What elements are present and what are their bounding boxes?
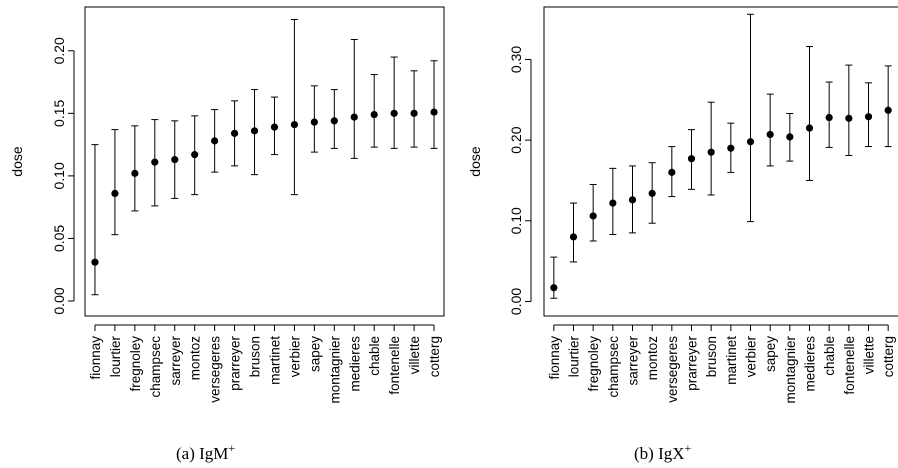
x-tick-label: villette bbox=[862, 336, 877, 374]
data-point bbox=[131, 169, 139, 177]
y-axis: 0.00 0.05 0.10 0.15 0.20 bbox=[51, 37, 75, 315]
data-point bbox=[687, 155, 696, 163]
data-point bbox=[390, 109, 398, 117]
x-axis: fionnay lourtier fregnoley champsec sarreyer… bbox=[547, 324, 896, 404]
y-tick-label: 0.20 bbox=[51, 37, 67, 64]
y-axis-title: dose bbox=[467, 146, 483, 177]
x-tick-label: prarreyer bbox=[228, 335, 243, 390]
y-axis-title: dose bbox=[9, 146, 25, 177]
x-tick-label: champsec bbox=[606, 336, 621, 398]
x-tick-label: fontenelle bbox=[842, 336, 857, 395]
data-point bbox=[884, 106, 892, 114]
x-tick-label: chable bbox=[822, 336, 837, 376]
x-tick-label: fregnoley bbox=[586, 336, 601, 392]
x-tick-label: martinet bbox=[267, 336, 282, 385]
data-point bbox=[746, 138, 755, 146]
data-point bbox=[707, 148, 715, 156]
data-point bbox=[430, 108, 438, 116]
x-tick-label: verbier bbox=[744, 335, 759, 377]
series-marks bbox=[550, 13, 892, 299]
data-point bbox=[648, 189, 656, 197]
x-tick-label: sarreyer bbox=[168, 336, 183, 386]
y-tick-label: 0.20 bbox=[508, 126, 524, 153]
y-tick-label: 0.00 bbox=[51, 287, 67, 314]
data-point bbox=[569, 233, 578, 241]
x-tick-label: fontenelle bbox=[387, 336, 402, 395]
x-tick-label: sapey bbox=[307, 336, 322, 372]
data-point bbox=[230, 129, 239, 137]
data-point bbox=[350, 113, 358, 121]
data-point bbox=[727, 144, 735, 152]
data-point bbox=[589, 212, 597, 220]
plot-frame bbox=[543, 6, 898, 317]
x-tick-label: champsec bbox=[148, 336, 163, 398]
x-tick-label: montagnier bbox=[327, 336, 342, 404]
y-tick-label: 0.05 bbox=[51, 225, 67, 252]
data-point bbox=[370, 110, 378, 119]
plot-frame bbox=[84, 6, 445, 317]
panel-b-igx: 0.00 0.10 0.20 0.30 dose fionnay lourtier fregn… bbox=[467, 6, 898, 404]
x-tick-label: montoz bbox=[645, 336, 660, 381]
caption-a: (a) IgM+ bbox=[176, 441, 235, 463]
x-tick-label: chable bbox=[367, 336, 382, 376]
x-tick-label: versegeres bbox=[208, 336, 223, 403]
data-point bbox=[330, 117, 338, 125]
data-point bbox=[628, 196, 637, 204]
data-point bbox=[211, 137, 219, 145]
caption-b: (b) IgX+ bbox=[634, 441, 692, 463]
x-tick-label: cotterg bbox=[427, 336, 442, 377]
data-point bbox=[270, 123, 279, 131]
x-tick-label: lourtier bbox=[108, 335, 123, 377]
data-point bbox=[668, 168, 676, 176]
series-marks bbox=[91, 19, 438, 296]
x-tick-label: medieres bbox=[803, 336, 818, 392]
x-tick-label: montoz bbox=[188, 336, 203, 381]
x-tick-label: montagnier bbox=[783, 336, 798, 404]
data-point bbox=[805, 124, 814, 132]
x-tick-label: cotterg bbox=[881, 336, 896, 377]
data-point bbox=[825, 113, 833, 122]
x-tick-label: sapey bbox=[763, 336, 778, 372]
x-tick-label: lourtier bbox=[567, 335, 582, 377]
x-tick-label: bruson bbox=[704, 336, 719, 377]
data-point bbox=[111, 189, 119, 198]
x-tick-label: fionnay bbox=[547, 336, 562, 380]
x-tick-label: versegeres bbox=[665, 336, 680, 403]
data-point bbox=[845, 114, 853, 122]
y-tick-label: 0.15 bbox=[51, 99, 67, 126]
data-point bbox=[786, 133, 794, 141]
data-point bbox=[864, 113, 873, 121]
data-point bbox=[550, 284, 558, 292]
x-axis: fionnay lourtier fregnoley champsec sarreyer… bbox=[88, 324, 442, 404]
y-tick-label: 0.30 bbox=[508, 46, 524, 73]
y-tick-label: 0.10 bbox=[51, 162, 67, 189]
x-tick-label: fionnay bbox=[88, 336, 103, 380]
x-tick-label: medieres bbox=[347, 336, 362, 392]
x-tick-label: prarreyer bbox=[685, 335, 700, 390]
y-axis: 0.00 0.10 0.20 0.30 bbox=[508, 46, 532, 315]
x-tick-label: villette bbox=[407, 336, 422, 374]
y-tick-label: 0.10 bbox=[508, 207, 524, 234]
data-point bbox=[609, 199, 617, 207]
data-point bbox=[171, 156, 179, 164]
data-point bbox=[410, 109, 418, 117]
data-point bbox=[91, 258, 99, 266]
x-tick-label: verbier bbox=[287, 335, 302, 377]
data-point bbox=[290, 120, 299, 129]
x-tick-label: martinet bbox=[724, 336, 739, 385]
data-point bbox=[310, 118, 318, 126]
y-tick-label: 0.00 bbox=[508, 288, 524, 315]
x-tick-label: fregnoley bbox=[128, 336, 143, 392]
x-tick-label: bruson bbox=[248, 336, 263, 377]
data-point bbox=[766, 130, 774, 139]
data-point bbox=[191, 151, 199, 159]
x-tick-label: sarreyer bbox=[626, 336, 641, 386]
data-point bbox=[151, 158, 159, 166]
data-point bbox=[250, 127, 259, 135]
